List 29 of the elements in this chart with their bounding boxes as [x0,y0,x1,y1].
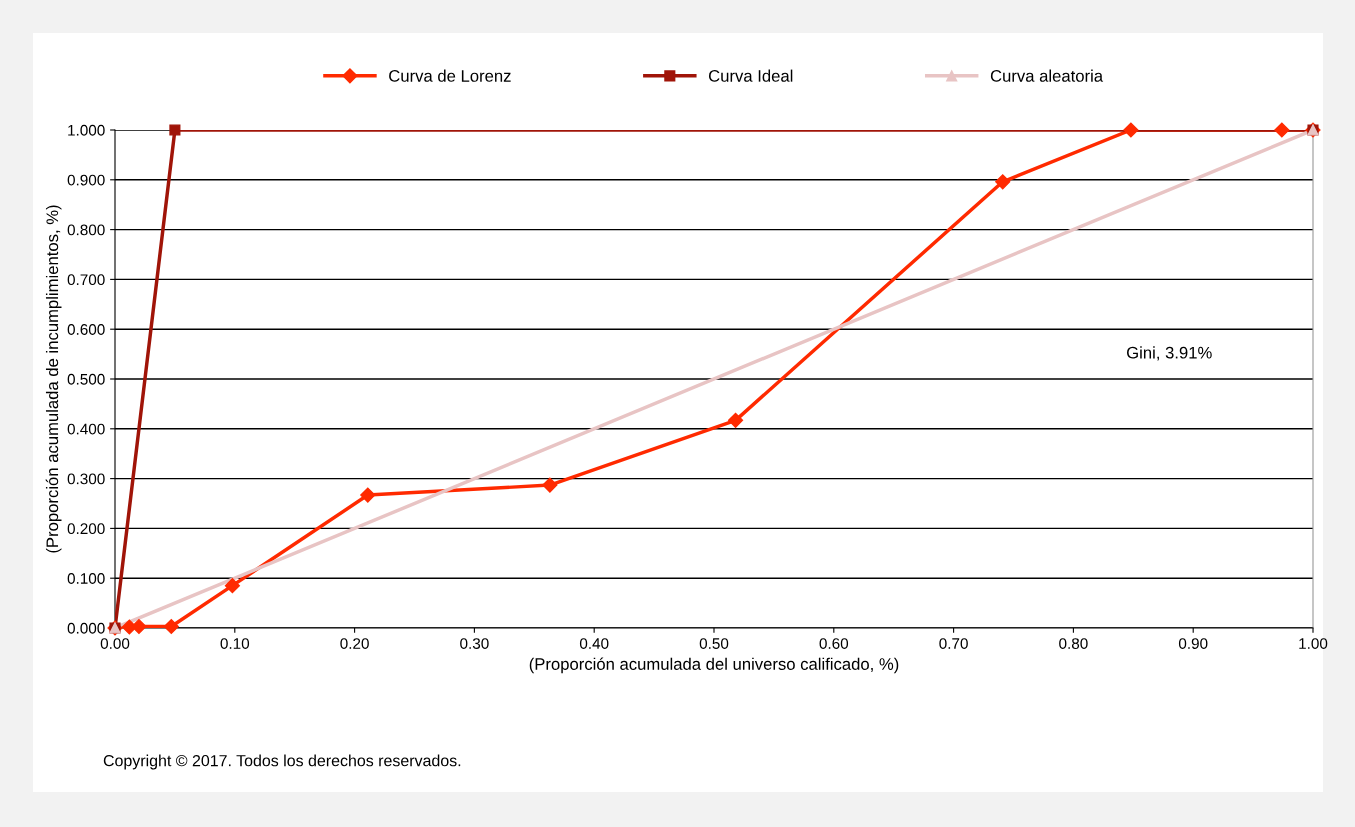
y-tick-label: 1.000 [68,124,105,136]
x-axis-title: (Proporción acumulada del universo calificado, %) [529,657,899,674]
x-tick-label: 0.50 [699,638,729,649]
y-tick-label: 0.800 [67,224,105,236]
y-tick-label: 0.200 [67,523,105,535]
x-tick-label: 0.70 [939,638,968,649]
y-tick-label: 0.000 [67,622,105,634]
legend-label: Curva Ideal [709,69,793,82]
y-tick-label: 0.400 [67,423,105,435]
x-tick-label: 0.20 [340,638,369,649]
x-tick-label: 0.10 [220,638,250,649]
y-tick-label: 0.100 [67,573,105,584]
legend-label: Curva de Lorenz [389,69,511,82]
y-tick-label: 0.900 [67,174,105,186]
text: Copyright © 2017. Todos los derechos reservados. [103,754,461,770]
x-tick-label: 0.90 [1178,638,1208,649]
annotation: Gini, 3.91% [1127,346,1212,361]
legend-label: Curva aleatoria [990,69,1104,82]
x-tick-label: 0.00 [100,638,130,649]
y-tick-label: 0.700 [67,274,105,286]
y-tick-label: 0.600 [67,324,105,335]
y-axis-title: (Proporción acumulada de incumplimientos, %) [45,205,62,553]
x-tick-label: 1.00 [1299,638,1328,649]
x-tick-label: 0.60 [819,638,849,649]
x-tick-label: 0.40 [579,638,609,649]
x-tick-label: 0.30 [460,638,489,649]
x-tick-label: 0.80 [1059,638,1088,649]
y-tick-label: 0.500 [67,373,105,385]
y-tick-label: 0.300 [67,473,105,485]
